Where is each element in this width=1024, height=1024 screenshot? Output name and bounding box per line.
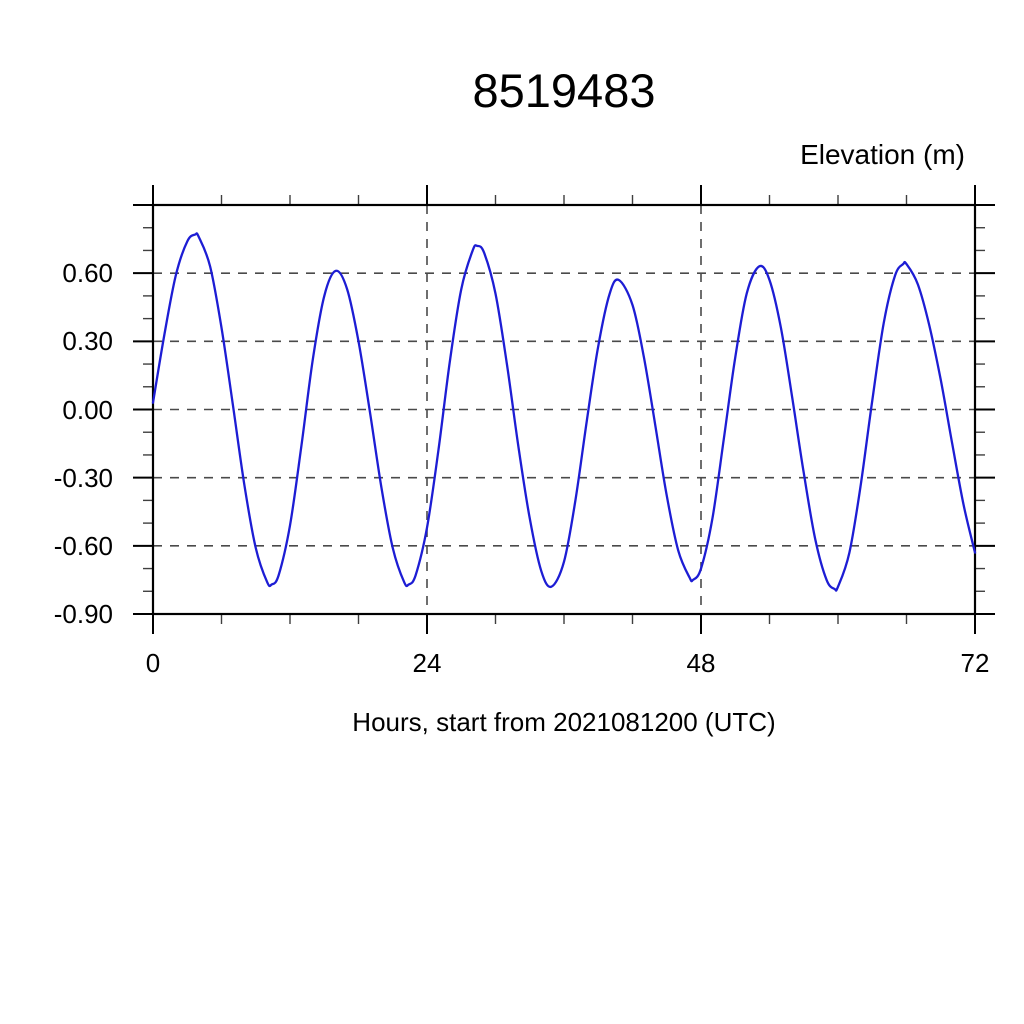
elevation-unit-label: Elevation (m): [800, 139, 965, 170]
x-axis-label: Hours, start from 2021081200 (UTC): [352, 707, 776, 737]
tidal-elevation-curve: [151, 232, 977, 592]
x-tick-label: 0: [145, 648, 161, 678]
y-tick-label: 0.60: [62, 258, 113, 289]
plot-frame: [151, 203, 977, 616]
y-tick-label: 0.30: [62, 326, 113, 357]
y-tick-label: -0.30: [53, 462, 113, 493]
y-tick-label: -0.90: [53, 599, 113, 629]
x-tick-label: 48: [686, 648, 716, 678]
y-tick-label: -0.60: [53, 530, 113, 561]
x-tick-label: 72: [960, 648, 990, 678]
x-tick-label: 24: [412, 648, 442, 678]
chart-title: 8519483: [472, 64, 656, 117]
y-tick-label: 0.00: [62, 394, 113, 425]
